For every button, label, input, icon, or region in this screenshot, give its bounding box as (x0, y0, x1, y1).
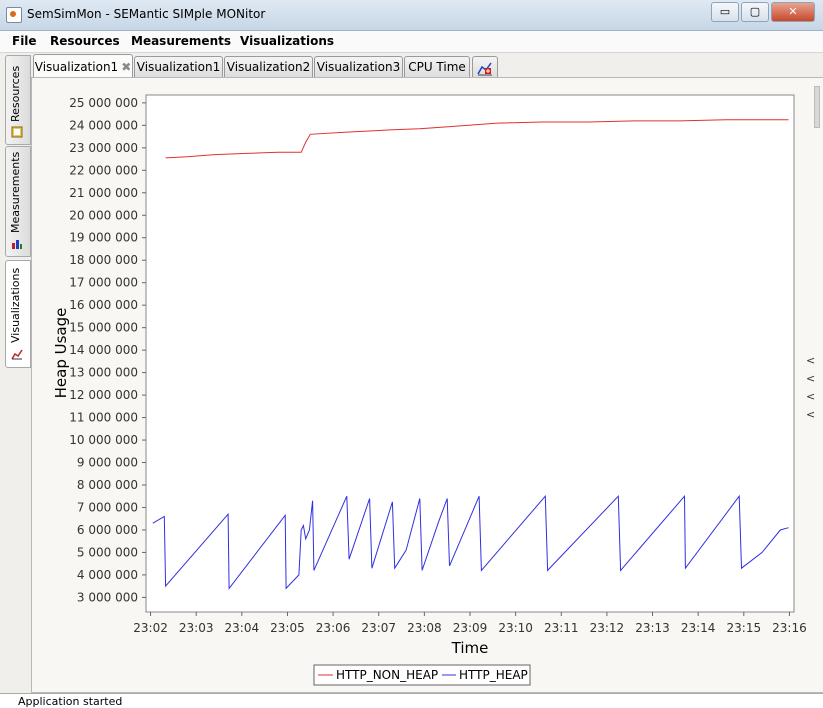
y-tick-label: 12 000 000 (69, 388, 138, 402)
close-button[interactable]: ✕ (771, 2, 815, 22)
x-tick-label: 23:05 (270, 621, 305, 635)
y-tick-label: 22 000 000 (69, 163, 138, 177)
y-tick-label: 7 000 000 (77, 500, 138, 514)
x-tick-label: 23:03 (179, 621, 214, 635)
y-tick-label: 21 000 000 (69, 186, 138, 200)
side-tab-measurements-label: Measurements (9, 151, 22, 233)
tab-label: Visualization1 (136, 60, 221, 74)
y-tick-label: 24 000 000 (69, 118, 138, 132)
legend-label-heap: HTTP_HEAP (459, 668, 528, 682)
x-tick-label: 23:12 (590, 621, 625, 635)
x-tick-label: 23:07 (361, 621, 396, 635)
y-tick-label: 8 000 000 (77, 478, 138, 492)
title-bar: SemSimMon - SEMantic SIMple MONitor ▭ ▢ … (0, 0, 823, 31)
maximize-button[interactable]: ▢ (741, 2, 769, 22)
x-tick-label: 23:02 (133, 621, 168, 635)
window-title: SemSimMon - SEMantic SIMple MONitor (27, 7, 266, 21)
visualizations-icon (11, 349, 23, 360)
x-tick-label: 23:15 (727, 621, 762, 635)
tab-visualization2[interactable]: Visualization2 (224, 56, 313, 78)
status-bar: Application started (0, 693, 823, 708)
menu-visualizations[interactable]: Visualizations (240, 34, 335, 48)
y-tick-label: 9 000 000 (77, 456, 138, 470)
add-chart-icon (477, 62, 492, 76)
x-tick-label: 23:10 (498, 621, 533, 635)
x-tick-label: 23:09 (453, 621, 488, 635)
java-app-icon (6, 7, 22, 23)
tab-new-visualization[interactable] (472, 56, 498, 78)
side-tab-resources-label: Resources (9, 65, 22, 122)
tab-close-icon[interactable]: ✖ (121, 60, 132, 74)
y-tick-label: 15 000 000 (69, 321, 138, 335)
menu-resources[interactable]: Resources (50, 34, 120, 48)
tab-visualization1[interactable]: Visualization1 (134, 56, 223, 78)
menu-file[interactable]: File (12, 34, 37, 48)
y-tick-label: 23 000 000 (69, 141, 138, 155)
collapse-arrow[interactable]: < (806, 354, 816, 367)
y-axis-label: Heap Usage (52, 308, 70, 399)
y-tick-label: 25 000 000 (69, 96, 138, 110)
plot-area (145, 94, 795, 613)
menu-measurements[interactable]: Measurements (131, 34, 231, 48)
x-axis-label: Time (451, 639, 489, 657)
side-tab-visualizations[interactable]: Visualizations (5, 260, 31, 368)
line-chart: 3 000 000 4 000 000 5 000 000 6 000 000 7 00… (52, 94, 807, 686)
collapse-arrow[interactable]: < (806, 390, 816, 403)
tab-visualization3[interactable]: Visualization3 (314, 56, 403, 78)
resources-icon (11, 126, 23, 138)
y-tick-label: 11 000 000 (69, 411, 138, 425)
tab-label: CPU Time (408, 60, 466, 74)
y-tick-label: 6 000 000 (77, 523, 138, 537)
y-tick-label: 10 000 000 (69, 433, 138, 447)
collapse-arrow[interactable]: < (806, 372, 816, 385)
y-tick-label: 19 000 000 (69, 231, 138, 245)
minimize-button[interactable]: ▭ (711, 2, 739, 22)
side-tab-resources[interactable]: Resources (5, 55, 31, 145)
measurements-icon (12, 240, 22, 249)
y-tick-label: 3 000 000 (77, 590, 138, 604)
tab-strip: Visualization1 ✖ Visualization1 Visualiza… (31, 54, 821, 79)
series-line-http-heap (152, 494, 789, 590)
legend-label-non-heap: HTTP_NON_HEAP (336, 668, 438, 682)
y-tick-label: 18 000 000 (69, 253, 138, 267)
x-tick-label: 23:11 (544, 621, 579, 635)
status-text: Application started (18, 695, 123, 708)
visualization-pane: 3 000 000 4 000 000 5 000 000 6 000 000 7 00… (31, 77, 823, 693)
tab-label: Visualization3 (316, 60, 401, 74)
collapse-arrows[interactable]: < < < < (806, 352, 815, 424)
y-tick-label: 16 000 000 (69, 298, 138, 312)
x-tick-label: 23:13 (635, 621, 670, 635)
tab-label: Visualization1 (34, 60, 119, 74)
y-tick-label: 20 000 000 (69, 208, 138, 222)
x-tick-label: 23:04 (225, 621, 260, 635)
close-icon: ✕ (788, 5, 798, 18)
side-tab-measurements[interactable]: Measurements (5, 146, 31, 257)
y-tick-label: 13 000 000 (69, 366, 138, 380)
y-tick-label: 14 000 000 (69, 343, 138, 357)
legend-box (313, 664, 531, 686)
minimize-icon: ▭ (719, 5, 731, 18)
tab-visualization1-active[interactable]: Visualization1 ✖ (33, 54, 133, 79)
x-tick-label: 23:06 (316, 621, 351, 635)
menu-bar: File Resources Measurements Visualizatio… (0, 31, 823, 53)
tab-label: Visualization2 (226, 60, 311, 74)
y-tick-label: 4 000 000 (77, 568, 138, 582)
y-tick-label: 5 000 000 (77, 545, 138, 559)
x-tick-label: 23:14 (681, 621, 716, 635)
window-controls: ▭ ▢ ✕ (711, 2, 815, 22)
tab-cpu-time[interactable]: CPU Time (404, 56, 470, 78)
x-tick-label: 23:16 (772, 621, 807, 635)
side-tab-visualizations-label: Visualizations (9, 267, 22, 343)
y-tick-label: 17 000 000 (69, 276, 138, 290)
maximize-icon: ▢ (749, 5, 761, 18)
scrollbar-thumb[interactable] (814, 86, 820, 128)
series-line-http-non-heap (165, 119, 789, 159)
collapse-arrow[interactable]: < (806, 408, 816, 421)
x-tick-label: 23:08 (407, 621, 442, 635)
